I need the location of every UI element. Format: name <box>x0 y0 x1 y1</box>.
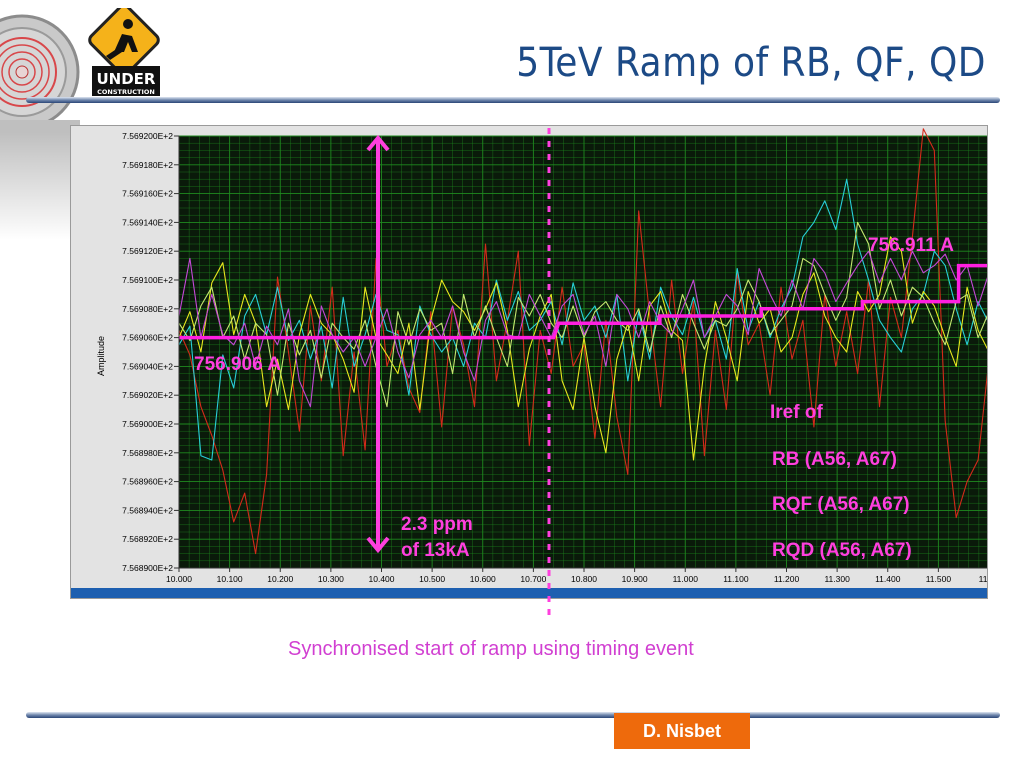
y-tick-label: 7.569060E+2 <box>122 333 173 343</box>
end-value-label: 756.911 A <box>868 235 954 256</box>
x-tick-label: 10.000 <box>166 574 192 584</box>
ramp-chart: 7.569200E+2 7.569180E+2 7.569160E+2 7.56914… <box>71 128 987 598</box>
y-tick-label: 7.569140E+2 <box>122 217 173 227</box>
x-tick-label: 10.800 <box>571 574 597 584</box>
legend-line-rb: RB (A56, A67) <box>772 449 897 470</box>
y-tick-label: 7.569160E+2 <box>122 189 173 199</box>
x-tick-label: 10.400 <box>369 574 395 584</box>
y-tick-label: 7.569000E+2 <box>122 419 173 429</box>
y-axis-label: Amplitude <box>96 336 106 376</box>
legend-line-rqd: RQD (A56, A67) <box>772 540 912 561</box>
x-tick-label: 10.700 <box>520 574 546 584</box>
y-tick-label: 7.569200E+2 <box>122 131 173 141</box>
y-tick-label: 7.568980E+2 <box>122 448 173 458</box>
caption: Synchronised start of ramp using timing … <box>288 638 694 660</box>
detector-graphic <box>0 0 80 240</box>
x-tick-label: 10.500 <box>419 574 445 584</box>
author-badge: D. Nisbet <box>614 713 750 749</box>
y-tick-label: 7.569100E+2 <box>122 275 173 285</box>
y-tick-label: 7.568940E+2 <box>122 505 173 515</box>
series-line-1 <box>178 128 987 555</box>
x-tick-label: 10.200 <box>267 574 293 584</box>
x-tick-label: 11.500 <box>926 574 952 584</box>
x-tick-label: 11.400 <box>875 574 901 584</box>
series-line-4 <box>178 221 987 408</box>
y-tick-label: 7.569020E+2 <box>122 390 173 400</box>
span-label-line1: 2.3 ppm <box>401 514 473 535</box>
y-tick-label: 7.568900E+2 <box>122 563 173 573</box>
footer-rule <box>26 712 1000 718</box>
series-line-5 <box>178 250 987 408</box>
x-tick-label: 11.100 <box>723 574 749 584</box>
panel-scrollbar[interactable] <box>71 588 987 598</box>
x-tick-label: 11.300 <box>824 574 850 584</box>
title-rule <box>26 97 1000 103</box>
x-tick-label: 11.000 <box>673 574 699 584</box>
slide-title: 5TeV Ramp of RB, QF, QD <box>516 40 986 86</box>
x-tick-label: 11.60 <box>979 574 987 584</box>
y-tick-label: 7.569040E+2 <box>122 361 173 371</box>
y-tick-label: 7.568920E+2 <box>122 534 173 544</box>
under-construction-logo: UNDER CONSTRUCTION <box>88 8 160 96</box>
span-arrow <box>366 134 390 554</box>
x-tick-label: 10.100 <box>217 574 243 584</box>
logo-construction-text: CONSTRUCTION <box>97 88 155 96</box>
logo-under-text: UNDER <box>97 70 156 88</box>
y-tick-label: 7.569180E+2 <box>122 160 173 170</box>
start-value-label: 756.906 A <box>194 354 281 375</box>
span-label-line2: of 13kA <box>401 540 470 561</box>
legend-line-rqf: RQF (A56, A67) <box>772 494 910 515</box>
y-tick-label: 7.568960E+2 <box>122 477 173 487</box>
x-tick-label: 10.300 <box>318 574 344 584</box>
y-tick-label: 7.569080E+2 <box>122 304 173 314</box>
chart-panel: 7.569200E+2 7.569180E+2 7.569160E+2 7.56914… <box>70 125 988 599</box>
x-tick-label: 11.200 <box>774 574 800 584</box>
x-tick-label: 10.600 <box>470 574 496 584</box>
iref-step-line <box>179 263 987 340</box>
x-tick-label: 10.900 <box>622 574 648 584</box>
legend-line-iref: Iref of <box>770 402 823 423</box>
y-tick-label: 7.569120E+2 <box>122 246 173 256</box>
